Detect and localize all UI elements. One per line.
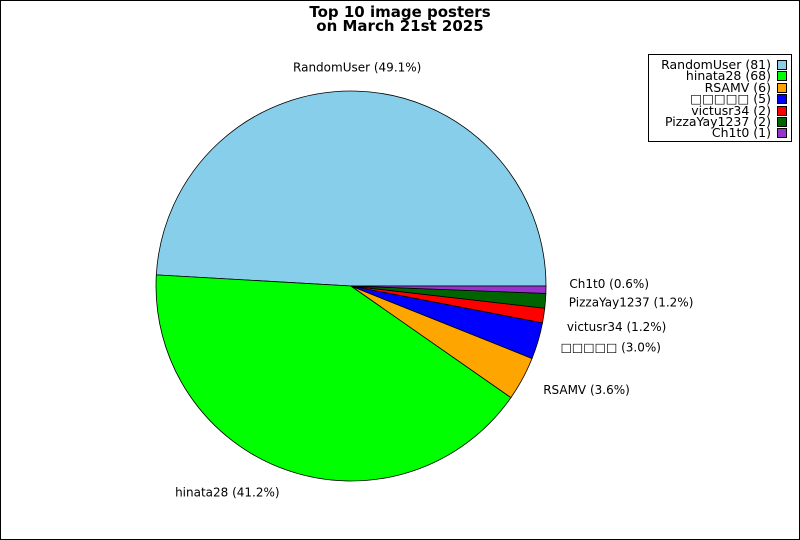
slice-label: victusr34 (1.2%) (567, 320, 666, 334)
slice-label: RSAMV (3.6%) (543, 383, 630, 397)
slice-label: hinata28 (41.2%) (175, 485, 280, 499)
legend-item: PizzaYay1237 (2) (665, 114, 787, 129)
pie-slice (350, 285, 547, 294)
legend-item: victusr34 (2) (691, 102, 787, 118)
chart-title-line-2: on March 21st 2025 (316, 17, 484, 35)
legend-swatch (777, 71, 787, 82)
legend-item: □□□□□ (5) (690, 91, 787, 107)
legend-label: Ch1t0 (1) (711, 125, 771, 141)
legend-label: RandomUser (81) (661, 57, 771, 72)
chart-title: Top 10 image posters on March 21st 2025 (1, 3, 799, 35)
legend-item: RandomUser (81) (661, 57, 787, 72)
legend-swatch (777, 105, 787, 116)
legend-label: □□□□□ (5) (690, 91, 771, 107)
legend-label: PizzaYay1237 (2) (665, 114, 771, 129)
legend-label: victusr34 (2) (691, 102, 771, 118)
legend-item: hinata28 (68) (686, 70, 787, 82)
legend-swatch (777, 128, 787, 139)
pie-slice (155, 90, 547, 287)
legend-label: hinata28 (68) (685, 68, 771, 84)
legend-swatch (777, 60, 787, 70)
pie-slice (155, 274, 512, 482)
slice-label: □□□□□ (3.0%) (561, 341, 661, 355)
slice-label: Ch1t0 (0.6%) (569, 277, 649, 291)
legend-swatch (777, 94, 787, 105)
legend-item: RSAMV (6) (704, 79, 787, 95)
legend-item: Ch1t0 (1) (712, 127, 787, 139)
legend-label: RSAMV (6) (704, 79, 771, 95)
chart-legend: RandomUser (81) hinata28 (68) RSAMV (6) □□□… (648, 54, 792, 142)
slice-label: RandomUser (49.1%) (293, 61, 421, 75)
legend-swatch (777, 117, 787, 127)
chart-title-line-1: Top 10 image posters (309, 3, 491, 21)
legend-swatch (777, 82, 787, 93)
slice-label: PizzaYay1237 (1.2%) (569, 296, 694, 310)
